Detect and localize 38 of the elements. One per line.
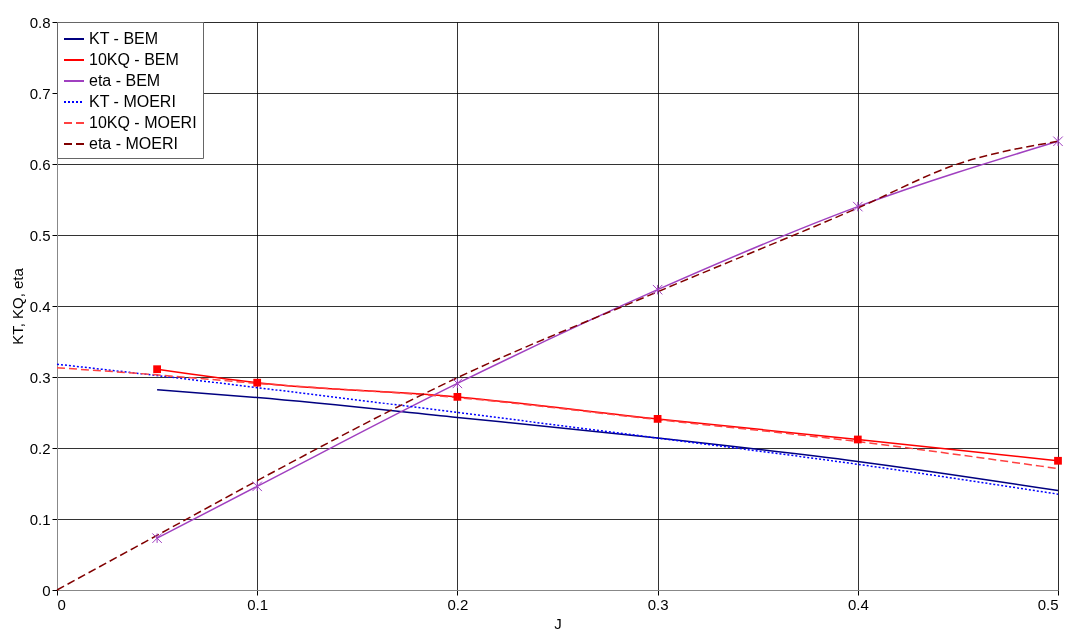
line-series: [56, 367, 1059, 470]
x-axis-title: J: [554, 614, 562, 632]
legend-label: eta - MOERI: [89, 135, 178, 152]
point: [1052, 136, 1064, 147]
y-axis-title: KT, KQ, eta: [8, 267, 26, 345]
point: [151, 532, 163, 544]
x-tick-label: 0.5: [1037, 595, 1059, 613]
y-tick-label: 0.4: [29, 297, 51, 315]
x-tick-label: 0.3: [647, 595, 669, 613]
point: [653, 415, 662, 423]
point: [853, 435, 862, 444]
y-tick-label: 0.8: [29, 13, 51, 31]
y-tick-label: 0.5: [29, 226, 51, 244]
y-tick-label: 0.3: [29, 368, 51, 386]
point: [453, 393, 462, 401]
legend-label: KT - BEM: [89, 30, 159, 47]
x-tick-label: 0.1: [247, 595, 269, 613]
y-tick-label: 0.7: [29, 84, 51, 102]
y-tick-label: 0.2: [29, 439, 51, 457]
point: [652, 284, 663, 295]
x-tick-label: 0.2: [447, 595, 469, 613]
point: [253, 378, 262, 387]
legend-label: 10KQ - BEM: [89, 51, 179, 68]
line-series: [156, 389, 1059, 492]
legend-label: KT - MOERI: [89, 93, 176, 110]
y-tick-label: 0.6: [29, 155, 51, 173]
x-tick-label: 0.4: [847, 595, 869, 613]
legend-label: eta - BEM: [89, 72, 161, 89]
legend-label: 10KQ - MOERI: [89, 114, 197, 131]
y-tick-label: 0: [42, 581, 51, 599]
line-series: [56, 363, 1059, 495]
point: [251, 481, 263, 492]
x-tick-label: 0: [57, 595, 66, 613]
point: [1054, 456, 1062, 465]
point: [852, 201, 864, 212]
point: [452, 378, 463, 389]
y-tick-label: 0.1: [29, 510, 51, 528]
point: [153, 365, 161, 374]
